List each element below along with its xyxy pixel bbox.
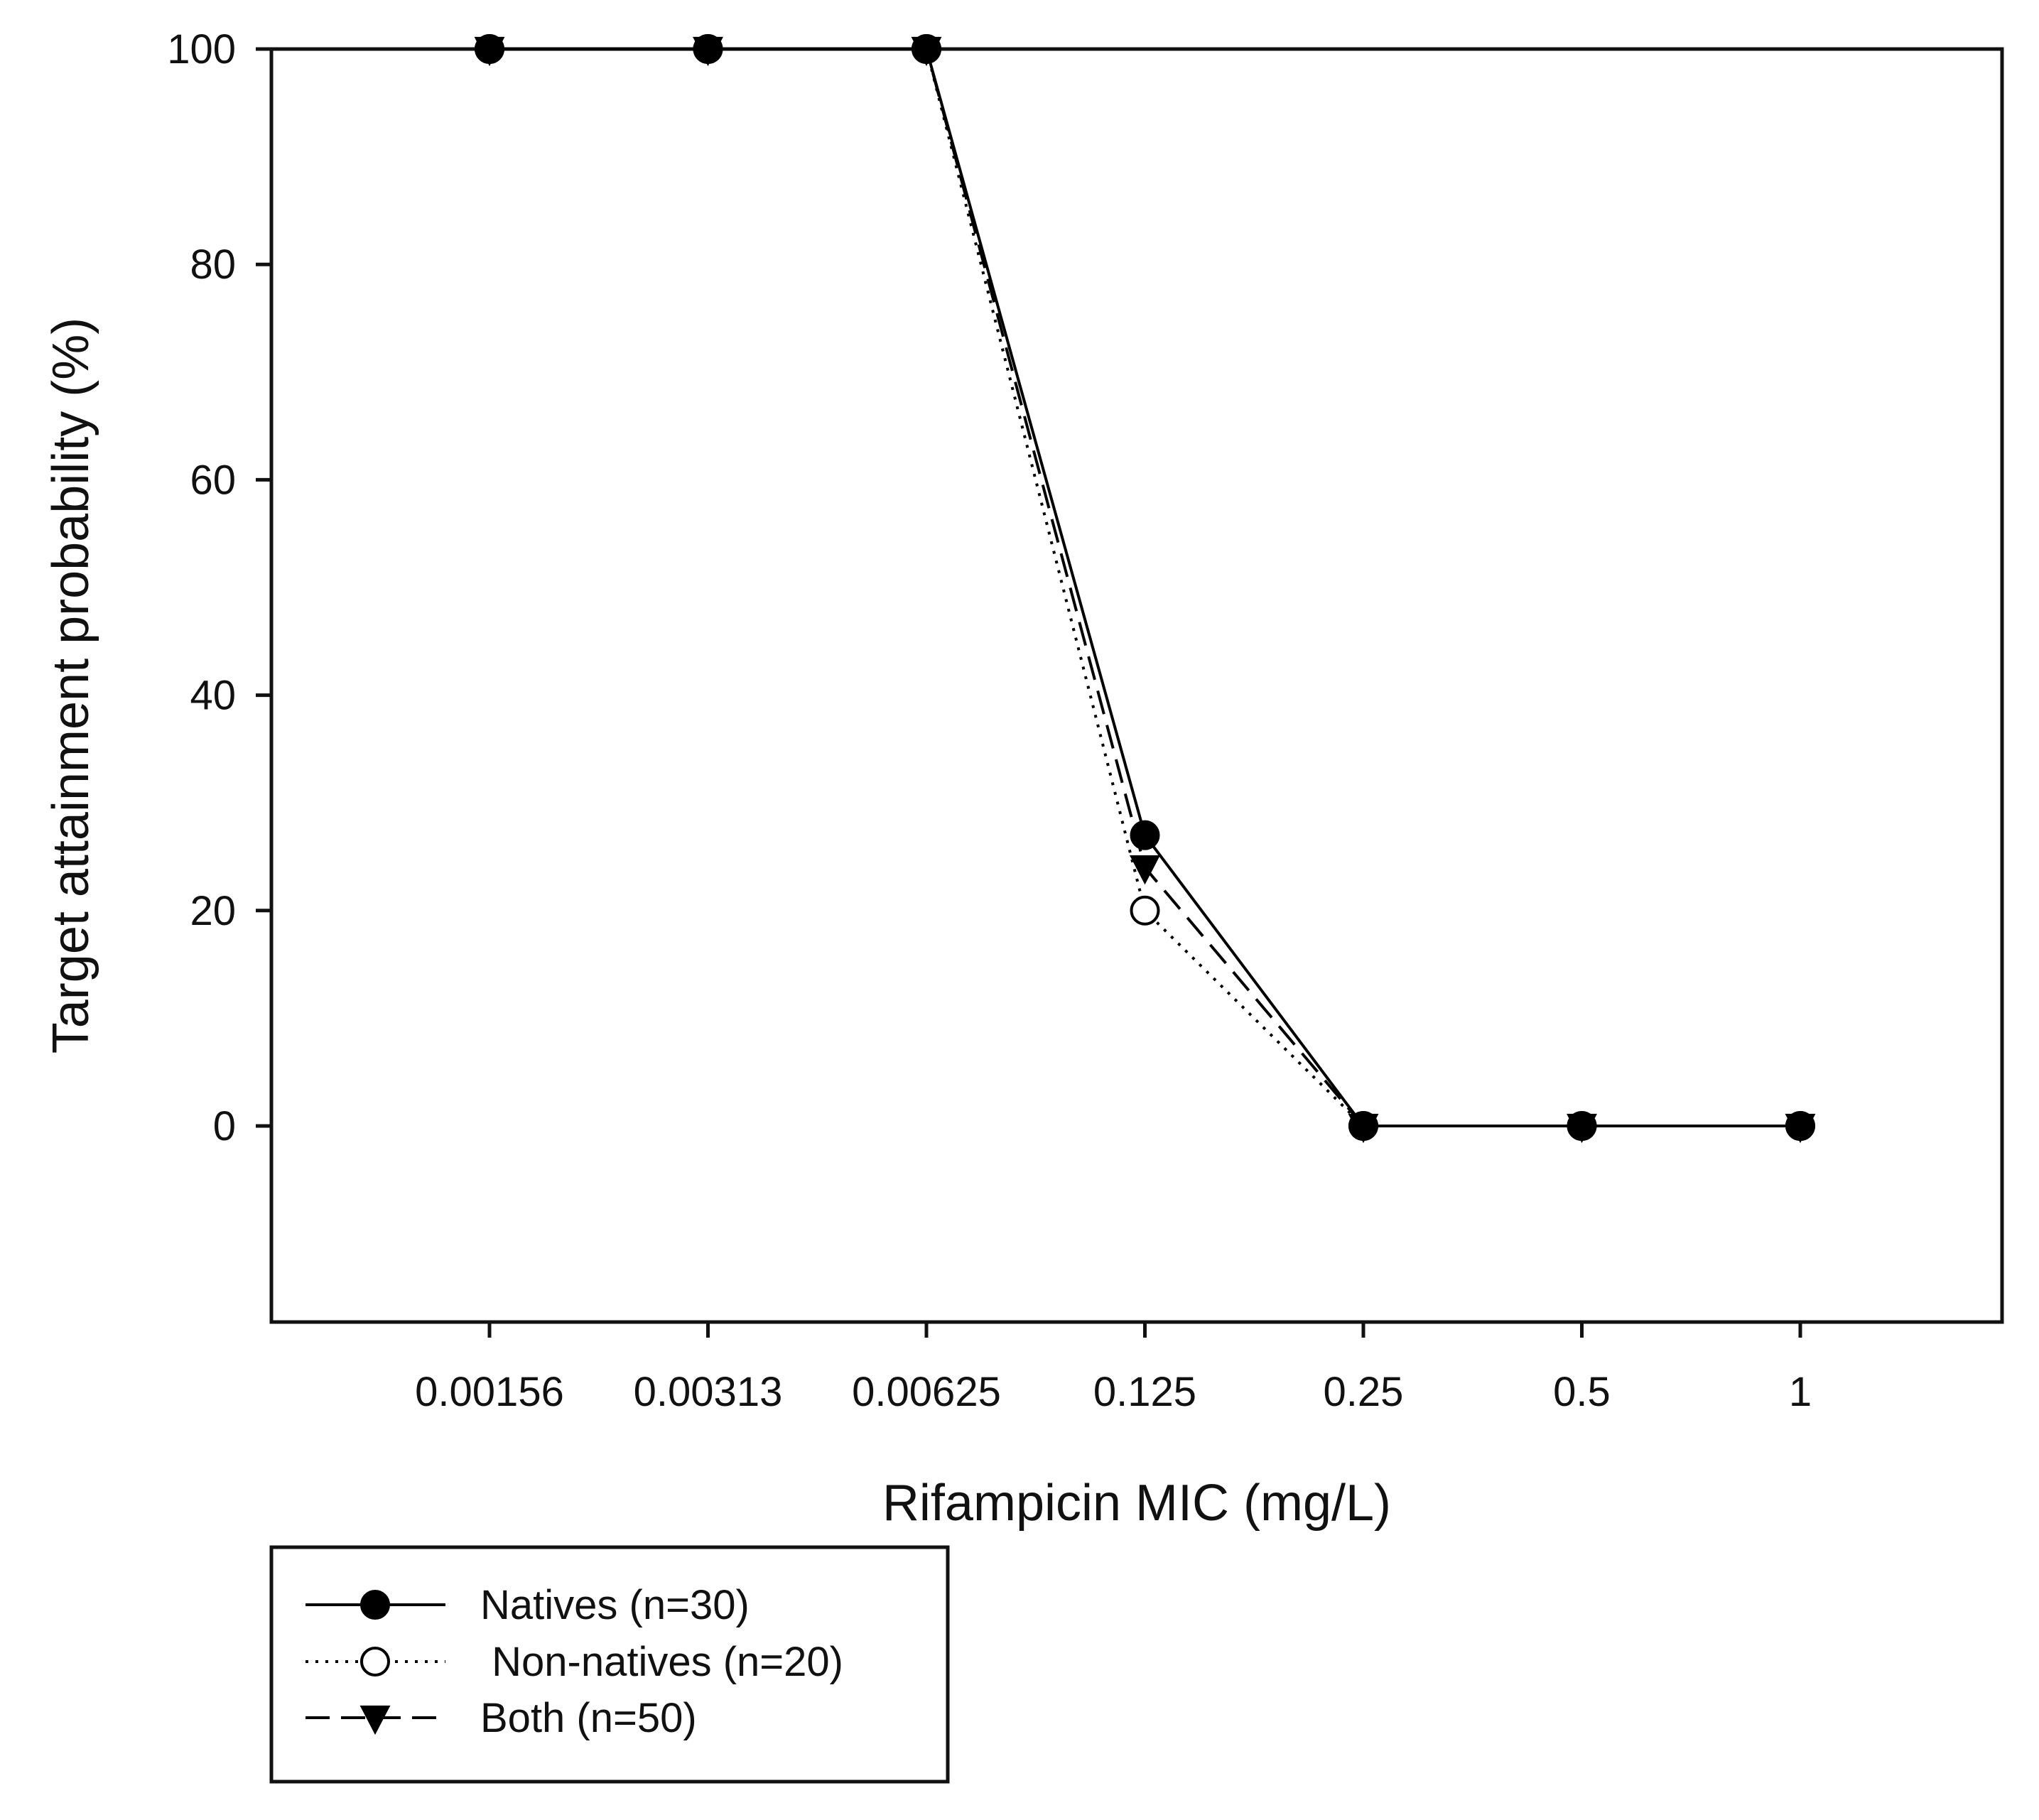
y-tick-label: 20	[190, 888, 236, 934]
data-point-series-1	[1130, 895, 1160, 926]
legend: Natives (n=30) Non-natives (n=20) Both (n…	[269, 1545, 950, 1784]
series-markers	[474, 34, 1816, 1144]
plot-frame	[269, 47, 2004, 1324]
data-point-series-0	[1130, 820, 1160, 850]
y-tick-label: 60	[190, 457, 236, 503]
x-axis: 0.00156 0.00313 0.00625 0.125 0.25 0.5 1	[415, 1322, 1812, 1415]
series-line-1	[490, 48, 1800, 1127]
data-point-series-0	[475, 34, 504, 64]
y-tick-label: 100	[167, 26, 236, 72]
data-point-series-0	[693, 34, 723, 64]
legend-label-2: Both (n=50)	[480, 1695, 697, 1741]
x-tick-label: 0.00625	[852, 1369, 1001, 1415]
legend-label-1: Non-natives (n=20)	[480, 1639, 843, 1685]
x-tick-label: 0.00156	[415, 1369, 564, 1415]
y-tick-label: 40	[190, 673, 236, 719]
x-tick-label: 0.125	[1093, 1369, 1196, 1415]
y-tick-label: 0	[213, 1103, 236, 1149]
data-point-series-0	[912, 34, 941, 64]
y-axis: 0 20 40 60 80 100	[167, 26, 271, 1149]
y-tick-label: 80	[190, 242, 236, 288]
y-axis-title: Target attainment probability (%)	[43, 318, 99, 1053]
x-tick-label: 1	[1789, 1369, 1812, 1415]
data-point-series-0	[1785, 1111, 1815, 1141]
series-lines	[490, 48, 1800, 1127]
data-point-series-0	[1567, 1111, 1597, 1141]
data-point-series-0	[1348, 1111, 1378, 1141]
data-point-series-2	[1130, 855, 1160, 885]
x-tick-label: 0.00313	[634, 1369, 783, 1415]
series-line-0	[490, 48, 1800, 1127]
series-line-2	[490, 48, 1800, 1127]
x-axis-title: Rifampicin MIC (mg/L)	[882, 1475, 1391, 1532]
legend-box	[269, 1545, 950, 1784]
legend-marker-2	[359, 1705, 391, 1735]
legend-entries: Natives (n=30) Non-natives (n=20) Both (n…	[305, 1582, 843, 1741]
legend-label-0: Natives (n=30)	[480, 1582, 750, 1628]
legend-marker-1	[360, 1647, 390, 1677]
x-tick-label: 0.5	[1553, 1369, 1611, 1415]
legend-marker-0	[360, 1590, 390, 1620]
x-tick-label: 0.25	[1324, 1369, 1404, 1415]
